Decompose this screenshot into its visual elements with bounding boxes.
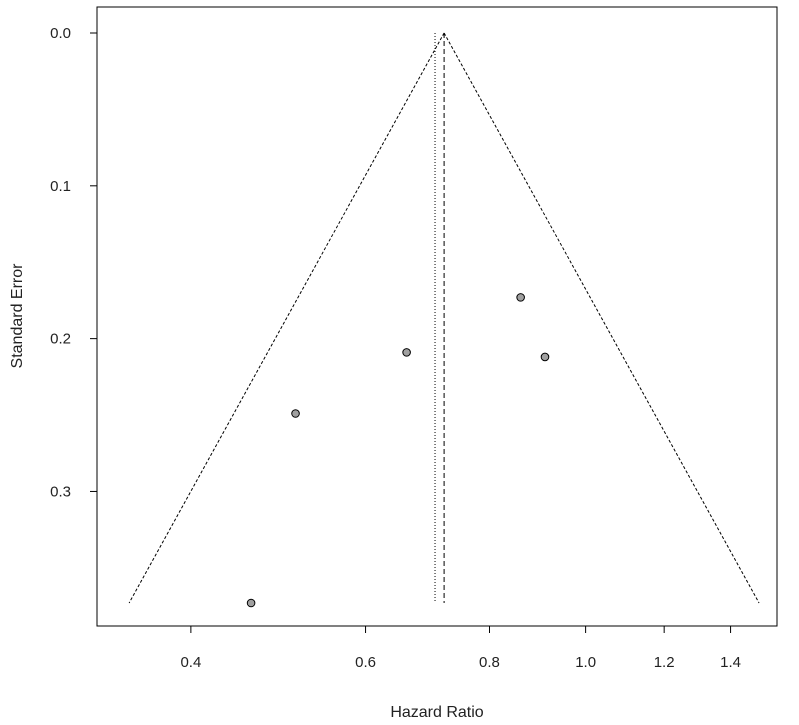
x-tick-label: 1.0 (575, 654, 596, 671)
study-point-1 (246, 598, 256, 608)
x-axis: 0.4 0.6 0.8 1.0 1.2 1.4 (180, 626, 741, 671)
y-axis-title: Standard Error (9, 263, 26, 369)
y-tick-label: 0.1 (50, 178, 71, 195)
y-axis: 0.0 0.1 0.2 0.3 (50, 25, 97, 500)
x-tick-label: 0.6 (355, 654, 376, 671)
x-tick-label: 0.8 (479, 654, 500, 671)
study-point-3 (402, 348, 411, 357)
study-point-2 (291, 409, 300, 418)
study-points (246, 293, 550, 608)
y-tick-label: 0.0 (50, 25, 71, 42)
funnel-lines (128, 32, 760, 604)
plot-frame (96, 6, 778, 627)
pooled-estimate-lines (434, 33, 445, 603)
x-axis-title: Hazard Ratio (390, 704, 483, 721)
x-tick-label: 1.2 (654, 654, 675, 671)
funnel-left-line (128, 32, 445, 604)
y-tick-label: 0.3 (50, 483, 71, 500)
study-point-5 (540, 352, 550, 362)
study-point-4 (516, 293, 525, 302)
funnel-right-line (443, 32, 760, 604)
x-tick-label: 0.4 (180, 654, 201, 671)
x-tick-label: 1.4 (720, 654, 741, 671)
y-tick-label: 0.2 (50, 331, 71, 348)
